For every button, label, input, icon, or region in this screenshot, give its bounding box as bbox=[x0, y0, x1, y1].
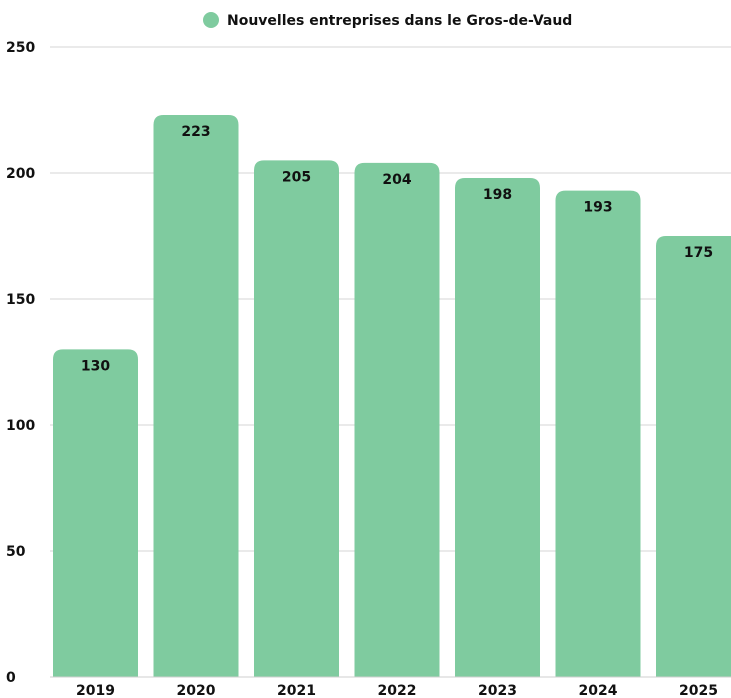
data-labels: 130 223 205 204 198 193 175 bbox=[81, 124, 713, 374]
x-axis: 2019 2020 2021 2022 2023 2024 2025 bbox=[50, 676, 731, 698]
data-label-2022: 204 bbox=[382, 172, 411, 188]
y-axis: 0 50 100 150 200 250 bbox=[6, 40, 35, 686]
data-label-2025: 175 bbox=[684, 245, 713, 261]
data-label-2019: 130 bbox=[81, 358, 110, 374]
data-label-2024: 193 bbox=[583, 200, 612, 216]
x-tick-label-2025: 2025 bbox=[679, 683, 718, 698]
data-label-2020: 223 bbox=[181, 124, 210, 140]
bar-2019[interactable] bbox=[53, 349, 138, 677]
y-tick-label: 50 bbox=[6, 544, 26, 560]
x-tick-label-2019: 2019 bbox=[76, 683, 115, 698]
y-tick-label: 150 bbox=[6, 292, 35, 308]
x-tick-label-2023: 2023 bbox=[478, 683, 517, 698]
x-tick-label-2024: 2024 bbox=[579, 683, 618, 698]
y-tick-label: 200 bbox=[6, 166, 35, 182]
data-label-2021: 205 bbox=[282, 169, 311, 185]
x-tick-label-2022: 2022 bbox=[378, 683, 417, 698]
bar-2024[interactable] bbox=[555, 190, 641, 677]
bars bbox=[53, 115, 731, 678]
legend[interactable]: Nouvelles entreprises dans le Gros-de-Va… bbox=[203, 12, 572, 29]
x-tick-label-2021: 2021 bbox=[277, 683, 316, 698]
legend-swatch bbox=[203, 12, 219, 28]
bar-2021[interactable] bbox=[254, 160, 339, 677]
y-tick-label: 100 bbox=[6, 418, 35, 434]
y-tick-label: 250 bbox=[6, 40, 35, 56]
legend-label: Nouvelles entreprises dans le Gros-de-Va… bbox=[227, 13, 572, 29]
bar-2020[interactable] bbox=[153, 115, 239, 678]
y-tick-label: 0 bbox=[6, 670, 16, 686]
bar-2023[interactable] bbox=[455, 178, 540, 678]
x-tick-label-2020: 2020 bbox=[177, 683, 216, 698]
data-label-2023: 198 bbox=[483, 187, 512, 203]
bar-2025[interactable] bbox=[656, 236, 731, 677]
bar-2022[interactable] bbox=[354, 162, 440, 678]
